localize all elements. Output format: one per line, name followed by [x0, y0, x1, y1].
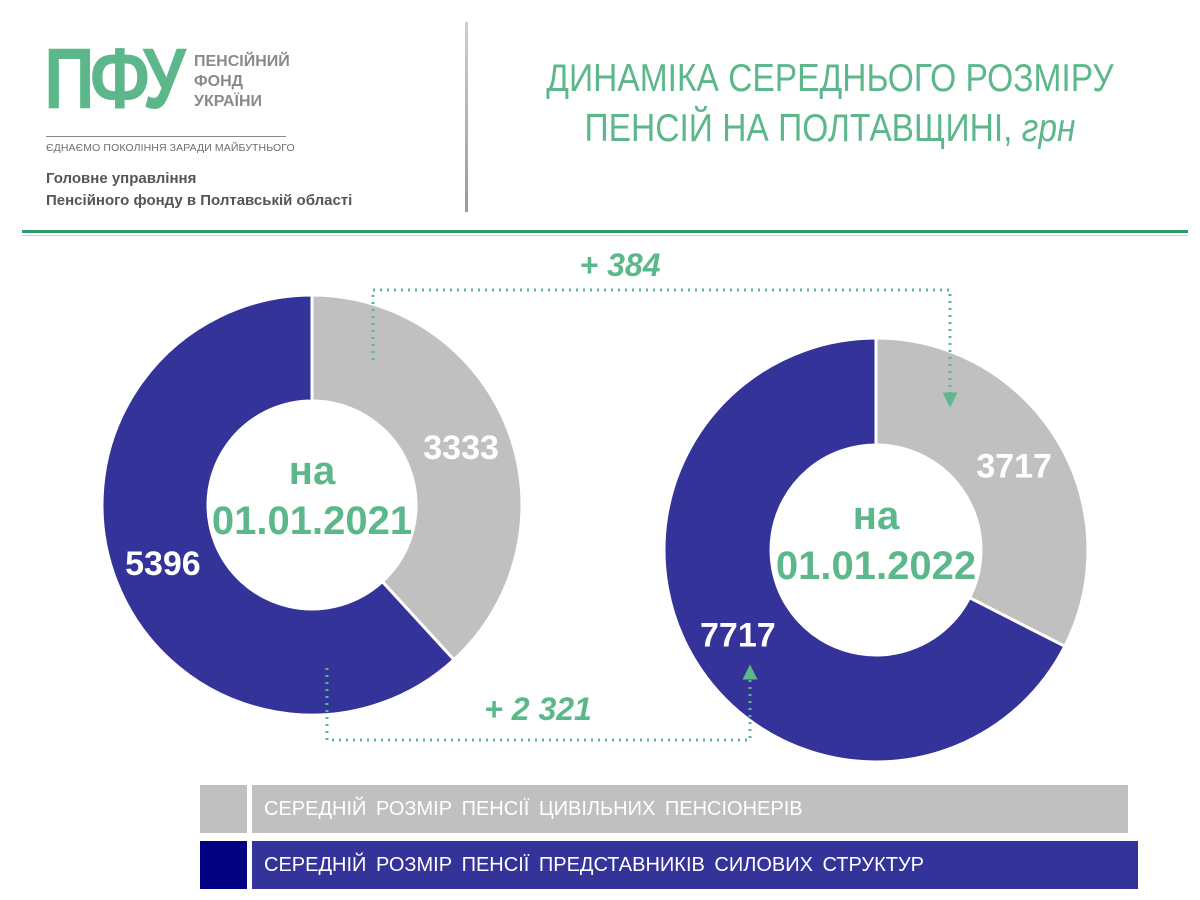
donut-slice-label-civil: 3333: [423, 429, 499, 467]
logo-slogan: ЄДНАЄМО ПОКОЛІННЯ ЗАРАДИ МАЙБУТНЬОГО: [46, 142, 295, 154]
pfu-logo: ПФУ: [44, 31, 186, 127]
donut-slice-label-security: 7717: [700, 617, 776, 655]
donut-slice-label-civil: 3717: [976, 447, 1052, 485]
header: ПФУ ПЕНСІЙНИЙ ФОНД УКРАЇНИ ЄДНАЄМО ПОКОЛ…: [0, 0, 1200, 240]
legend-label-civil: СЕРЕДНІЙ РОЗМІР ПЕНСІЇ ЦИВІЛЬНИХ ПЕНСІОН…: [252, 785, 1128, 833]
security-increase-connector: [325, 664, 758, 742]
logo-word-3: УКРАЇНИ: [194, 93, 263, 110]
donut-slice-security: [662, 336, 1067, 764]
civil-increase-label: + 384: [580, 247, 661, 283]
donut-slice-civil: [310, 293, 524, 662]
title-line-2: ПЕНСІЙ НА ПОЛТАВЩИНІ, грн: [529, 104, 1131, 154]
donut-center-label-line-1: на: [853, 494, 900, 538]
donut-slice-security: [100, 293, 457, 717]
logo-word-1: ПЕНСІЙНИЙ: [194, 53, 290, 70]
legend-swatch-security: [200, 841, 247, 889]
donut-slice-label-security: 5396: [125, 545, 201, 583]
donut-chart-2021: 3333 5396 на 01.01.2021: [100, 293, 524, 717]
page-title: ДИНАМІКА СЕРЕДНЬОГО РОЗМІРУ ПЕНСІЙ НА ПО…: [529, 54, 1131, 154]
organization-line-2: Пенсійного фонду в Полтавській області: [46, 192, 353, 209]
security-increase-label: + 2 321: [484, 691, 592, 727]
title-line-1: ДИНАМІКА СЕРЕДНЬОГО РОЗМІРУ: [546, 57, 1114, 100]
donut-chart-2022: 3717 7717 на 01.01.2022: [662, 336, 1090, 764]
logo-word-2: ФОНД: [194, 73, 244, 90]
legend-swatch-civil: [200, 785, 247, 833]
logo-wordmark: ПЕНСІЙНИЙ ФОНД УКРАЇНИ: [194, 52, 290, 112]
donut-center-label-line-2: 01.01.2021: [212, 499, 412, 543]
title-line-2-text: ПЕНСІЙ НА ПОЛТАВЩИНІ,: [584, 107, 1013, 150]
donut-center-label-line-2: 01.01.2022: [776, 544, 976, 588]
civil-increase-connector: [371, 288, 958, 408]
logo-divider: [46, 136, 286, 137]
donut-center-label-line-1: на: [289, 449, 336, 493]
header-rule-shadow: [22, 235, 1188, 236]
title-unit: грн: [1021, 107, 1076, 150]
donut-slice-civil: [874, 336, 1090, 649]
legend-label-security: СЕРЕДНІЙ РОЗМІР ПЕНСІЇ ПРЕДСТАВНИКІВ СИЛ…: [252, 841, 1138, 889]
organization-line-1: Головне управління: [46, 170, 197, 187]
header-rule: [22, 230, 1188, 233]
organization-name: Головне управління Пенсійного фонду в По…: [46, 168, 352, 212]
header-vertical-divider: [465, 22, 468, 212]
